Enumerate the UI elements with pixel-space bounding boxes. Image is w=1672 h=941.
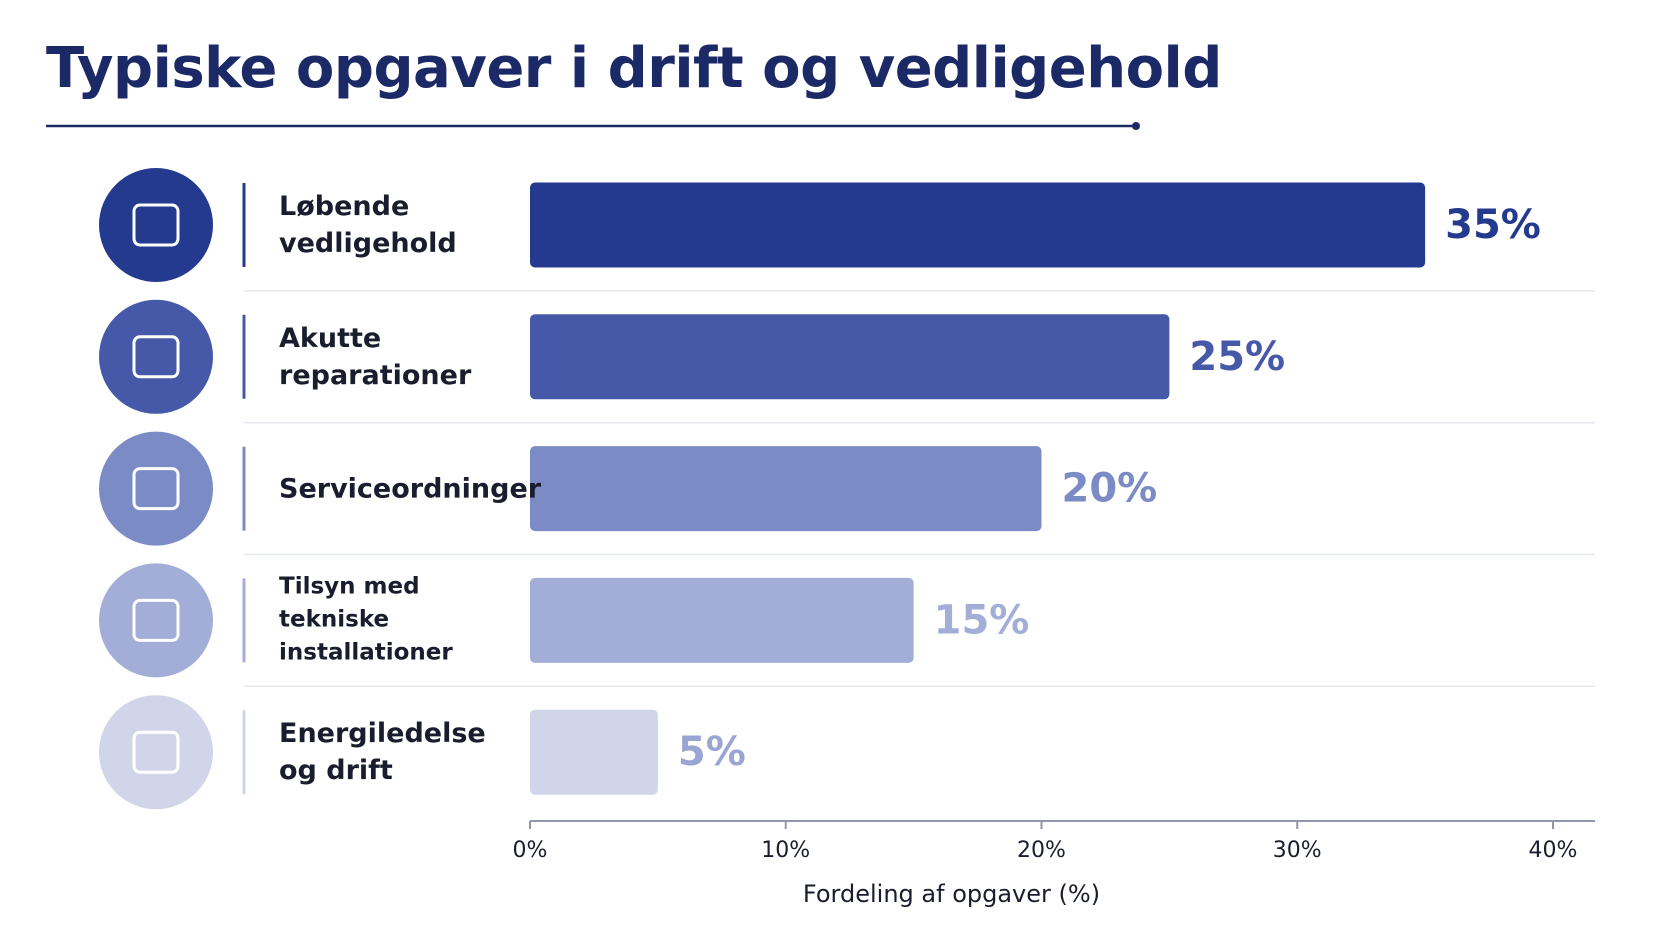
- icon-circle: [99, 563, 213, 678]
- icon-glyph: [132, 598, 180, 642]
- x-tick-label: 40%: [1529, 838, 1578, 863]
- category-label: Akutte reparationer: [279, 322, 472, 391]
- chart-title: Typiske opgaver i drift og vedligehold: [46, 36, 1222, 101]
- x-tick-label: 20%: [1017, 838, 1066, 863]
- x-tick-label: 30%: [1273, 838, 1322, 863]
- x-tick-label: 10%: [761, 838, 810, 863]
- bar: [530, 446, 1042, 532]
- category-label: Serviceordninger: [279, 473, 542, 505]
- value-label: 15%: [934, 597, 1030, 643]
- value-label: 25%: [1189, 334, 1285, 380]
- icon-circle: [99, 299, 213, 414]
- bar: [530, 314, 1170, 400]
- bar: [530, 577, 914, 663]
- value-label: 5%: [678, 729, 746, 775]
- icon-glyph: [132, 203, 180, 247]
- icon-glyph: [132, 335, 180, 379]
- x-axis-title: Fordeling af opgaver (%): [803, 880, 1100, 908]
- icon-glyph: [132, 730, 180, 774]
- underline-dot: [1132, 122, 1140, 130]
- icon-glyph: [132, 467, 180, 511]
- category-label: Løbende vedligehold: [279, 191, 457, 259]
- icon-circle: [99, 168, 213, 282]
- bar: [530, 182, 1426, 268]
- category-label: Energiledelse og drift: [279, 718, 486, 787]
- icon-circle: [99, 431, 213, 546]
- icon-circle: [99, 695, 213, 810]
- value-label: 35%: [1445, 202, 1541, 248]
- value-label: 20%: [1062, 466, 1158, 512]
- category-label: Tilsyn med tekniske installationer: [279, 573, 453, 666]
- bar: [530, 709, 658, 795]
- x-tick-label: 0%: [513, 838, 548, 863]
